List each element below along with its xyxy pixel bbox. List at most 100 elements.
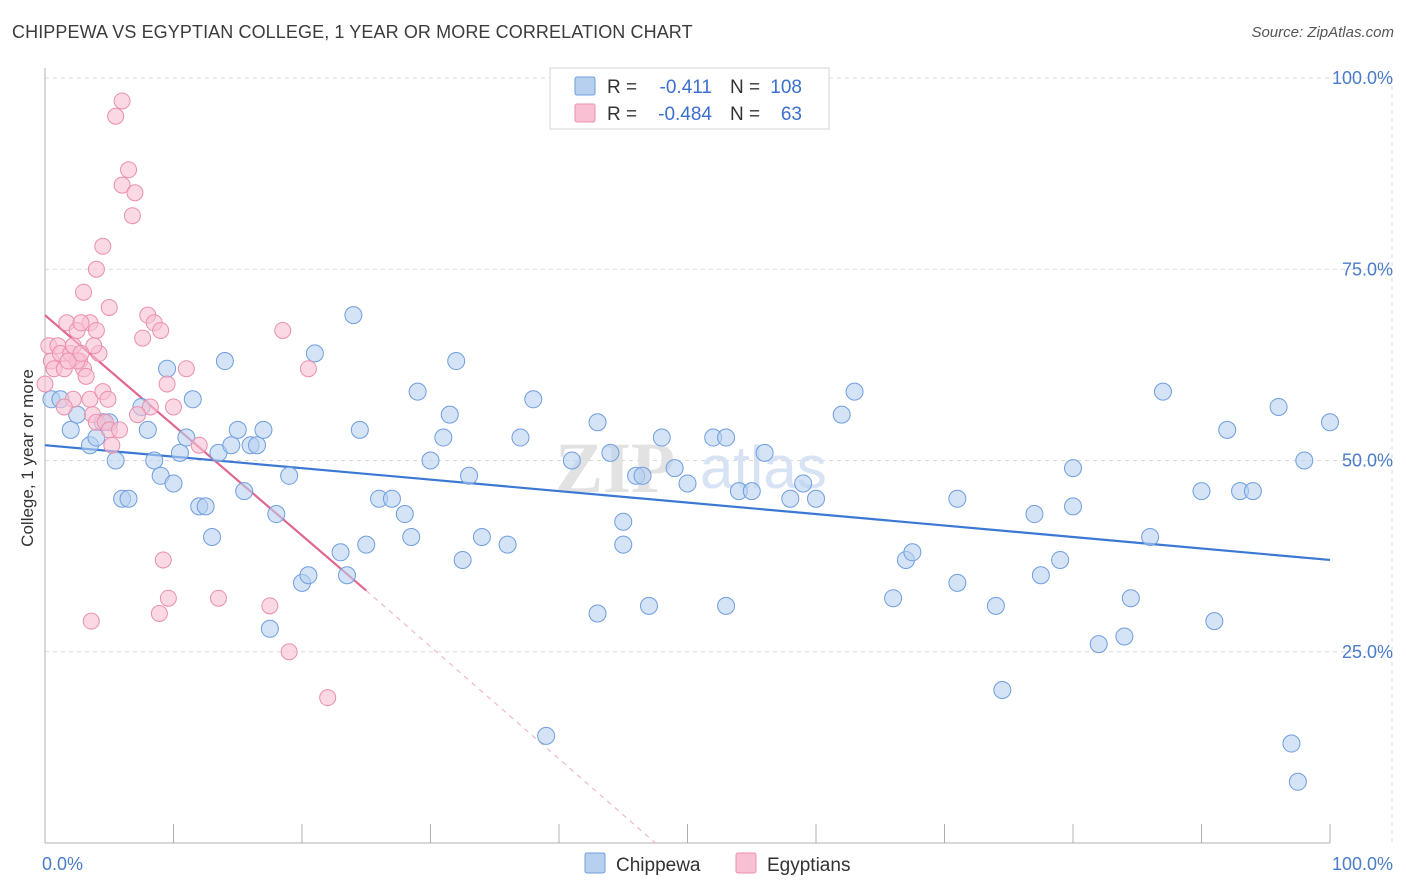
chippewa-point — [986, 596, 1005, 615]
egyptians-point — [123, 207, 141, 225]
egyptians-point — [87, 260, 105, 278]
chippewa-point — [755, 443, 774, 462]
egyptians-point — [209, 589, 227, 607]
chippewa-point — [119, 489, 138, 508]
chippewa-point — [434, 428, 453, 447]
chippewa-point — [845, 382, 864, 401]
chippewa-point — [260, 619, 279, 638]
egyptians-point — [72, 314, 90, 332]
chippewa-point — [254, 420, 273, 439]
chippewa-point — [106, 451, 125, 470]
chippewa-point — [382, 489, 401, 508]
chippewa-point — [1089, 635, 1108, 654]
chippewa-point — [1218, 420, 1237, 439]
chippewa-point — [1121, 589, 1140, 608]
y-axis-label: College, 1 year or more — [18, 369, 37, 547]
chippewa-point — [884, 589, 903, 608]
chippewa-point — [562, 451, 581, 470]
chippewa-point — [215, 352, 234, 371]
chippewa-point — [1282, 734, 1301, 753]
chippewa-point — [395, 505, 414, 524]
y-tick-label: 50.0% — [1342, 451, 1393, 471]
chippewa-trend-line — [44, 444, 1331, 562]
chippewa-point — [498, 535, 517, 554]
legend-r-value: -0.411 — [660, 77, 712, 98]
data-points — [36, 92, 1339, 791]
chippewa-point — [1115, 627, 1134, 646]
chippewa-point — [781, 489, 800, 508]
chippewa-point — [524, 390, 543, 409]
chippewa-point — [742, 482, 761, 501]
egyptians-point — [113, 92, 131, 110]
chippewa-point — [350, 420, 369, 439]
egyptians-point — [299, 360, 317, 378]
egyptians-point — [129, 406, 147, 424]
egyptians-point — [94, 237, 112, 255]
legend-swatch-chippewa — [574, 76, 596, 96]
egyptians-trend-extension — [365, 590, 656, 844]
egyptians-point — [36, 375, 54, 393]
chippewa-point — [614, 535, 633, 554]
chippewa-point — [453, 550, 472, 569]
chippewa-point — [1192, 482, 1211, 501]
chippewa-point — [614, 512, 633, 531]
trend-lines — [44, 314, 1331, 844]
chippewa-point — [601, 443, 620, 462]
egyptians-point — [280, 643, 298, 661]
egyptians-point — [152, 321, 170, 339]
egyptians-point — [99, 390, 117, 408]
chippewa-point — [440, 405, 459, 424]
chippewa-point — [639, 596, 658, 615]
egyptians-point — [107, 107, 125, 125]
egyptians-point — [158, 375, 176, 393]
chippewa-point — [511, 428, 530, 447]
egyptians-point — [154, 551, 172, 569]
chippewa-point — [164, 474, 183, 493]
chippewa-point — [203, 528, 222, 546]
egyptians-point — [111, 421, 129, 439]
chippewa-point — [633, 466, 652, 485]
chippewa-point — [948, 573, 967, 592]
egyptians-point — [274, 321, 292, 339]
chippewa-point — [903, 543, 922, 562]
chippewa-point — [1051, 550, 1070, 569]
chippewa-point — [652, 428, 671, 447]
chippewa-point — [235, 482, 254, 501]
egyptians-point — [82, 612, 100, 630]
egyptians-point — [113, 176, 131, 194]
chippewa-point — [344, 306, 363, 325]
bottom-legend-label-egyptians: Egyptians — [767, 855, 850, 876]
x-tick-label-max: 100.0% — [1332, 854, 1393, 874]
chippewa-point — [832, 405, 851, 424]
egyptians-point — [177, 360, 195, 378]
egyptians-point — [159, 589, 177, 607]
legend-r-label: R = — [607, 77, 637, 98]
chippewa-point — [678, 474, 697, 493]
egyptians-point — [120, 161, 138, 179]
chippewa-point — [421, 451, 440, 470]
egyptians-point — [165, 398, 182, 416]
tick-labels: 100.0% 75.0% 50.0% 25.0% 0.0% 100.0% College, … — [18, 68, 1393, 874]
bottom-legend-label-chippewa: Chippewa — [616, 855, 701, 876]
chippewa-point — [1295, 451, 1314, 470]
chippewa-point — [1288, 772, 1307, 791]
egyptians-point — [126, 184, 144, 202]
egyptians-point — [85, 337, 103, 355]
y-tick-label: 100.0% — [1332, 68, 1393, 88]
chippewa-point — [61, 420, 80, 439]
chippewa-point — [337, 566, 356, 585]
chippewa-point — [1141, 528, 1160, 546]
egyptians-point — [72, 344, 90, 362]
legend-n-value: 108 — [770, 77, 802, 98]
chippewa-point — [1025, 505, 1044, 524]
chippewa-point — [222, 436, 241, 455]
egyptians-point — [100, 299, 118, 316]
chippewa-point — [588, 604, 607, 623]
chippewa-point — [717, 428, 736, 447]
source-credit: Source: ZipAtlas.com — [1251, 24, 1394, 41]
chippewa-point — [402, 528, 421, 546]
chippewa-point — [228, 420, 247, 439]
chippewa-point — [1269, 397, 1288, 416]
legend-n-label: N = — [730, 104, 760, 125]
